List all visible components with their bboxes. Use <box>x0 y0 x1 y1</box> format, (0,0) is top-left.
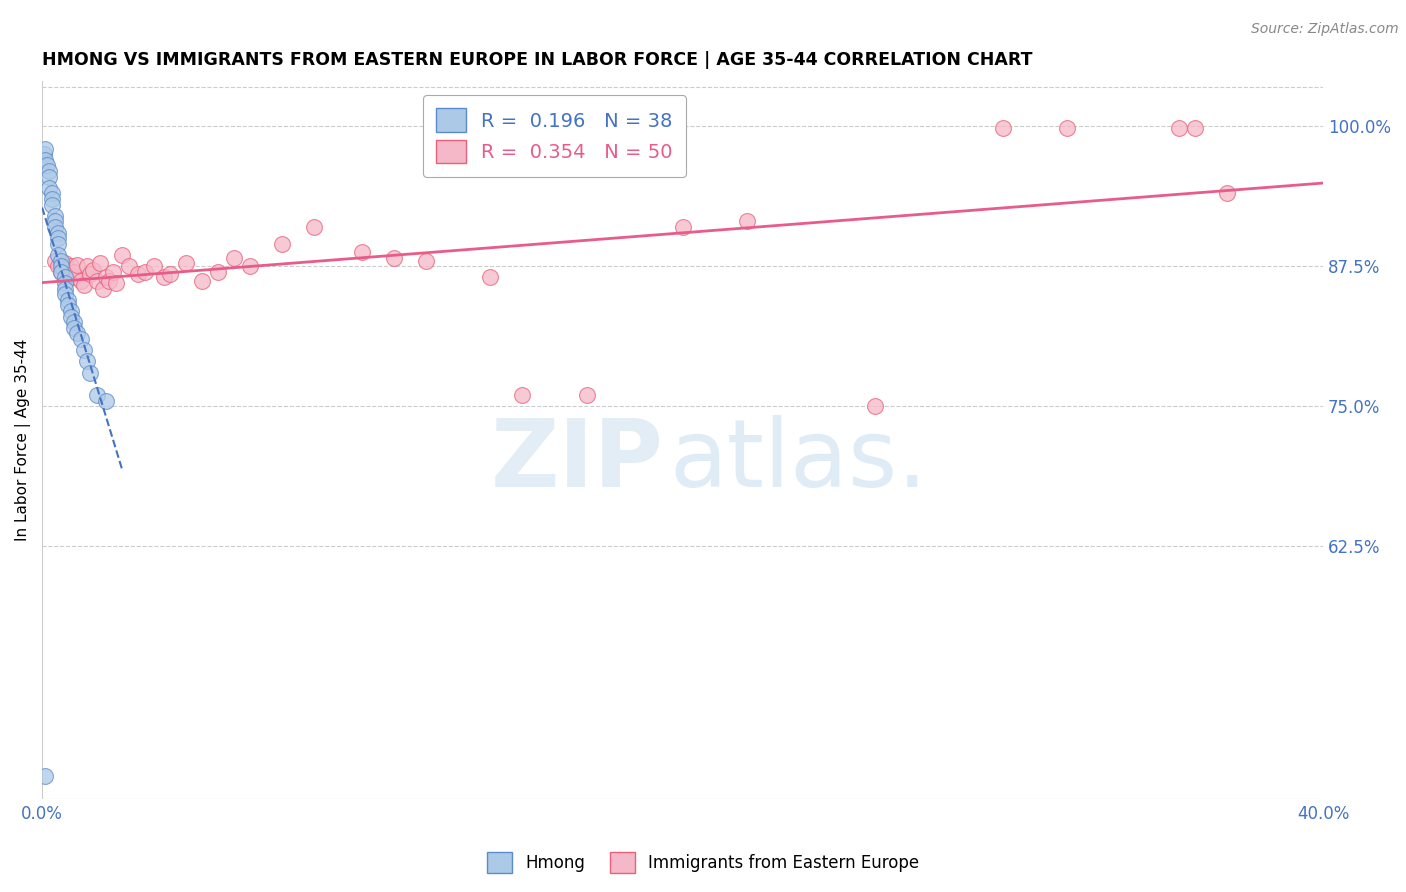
Point <box>56 267 79 281</box>
Y-axis label: In Labor Force | Age 35-44: In Labor Force | Age 35-44 <box>15 339 31 541</box>
Point <box>89 256 111 270</box>
Point <box>117 259 139 273</box>
Point <box>53 287 76 301</box>
Point <box>1216 186 1239 201</box>
Point <box>69 274 91 288</box>
Point <box>153 270 176 285</box>
Point <box>41 186 63 201</box>
Text: HMONG VS IMMIGRANTS FROM EASTERN EUROPE IN LABOR FORCE | AGE 35-44 CORRELATION C: HMONG VS IMMIGRANTS FROM EASTERN EUROPE … <box>42 51 1032 69</box>
Point <box>41 192 63 206</box>
Text: Source: ZipAtlas.com: Source: ZipAtlas.com <box>1251 22 1399 37</box>
Point <box>512 388 534 402</box>
Point <box>174 256 197 270</box>
Point <box>51 253 73 268</box>
Point <box>863 400 886 414</box>
Point <box>111 248 134 262</box>
Point <box>56 298 79 312</box>
Point <box>38 169 60 184</box>
Point <box>51 265 73 279</box>
Point <box>63 321 86 335</box>
Point <box>38 181 60 195</box>
Legend: R =  0.196   N = 38, R =  0.354   N = 50: R = 0.196 N = 38, R = 0.354 N = 50 <box>423 95 686 178</box>
Point <box>143 259 166 273</box>
Point <box>352 244 374 259</box>
Point <box>76 354 98 368</box>
Point <box>59 304 82 318</box>
Point <box>34 142 56 156</box>
Point <box>59 259 82 273</box>
Point <box>73 278 96 293</box>
Point <box>86 274 108 288</box>
Point <box>63 270 86 285</box>
Point <box>82 262 104 277</box>
Point <box>101 265 124 279</box>
Point <box>46 231 69 245</box>
Point <box>98 274 121 288</box>
Point <box>44 214 66 228</box>
Point <box>1184 121 1206 136</box>
Point <box>127 267 149 281</box>
Point <box>104 276 127 290</box>
Point <box>191 274 214 288</box>
Point <box>44 253 66 268</box>
Point <box>73 343 96 358</box>
Point <box>53 270 76 285</box>
Point <box>32 147 55 161</box>
Point <box>991 121 1014 136</box>
Point <box>1056 121 1078 136</box>
Point <box>53 282 76 296</box>
Text: atlas.: atlas. <box>669 416 928 508</box>
Point <box>56 293 79 307</box>
Point <box>735 214 758 228</box>
Point <box>79 366 101 380</box>
Point <box>1168 121 1191 136</box>
Text: ZIP: ZIP <box>491 416 664 508</box>
Point <box>96 270 118 285</box>
Point <box>41 197 63 211</box>
Point <box>46 259 69 273</box>
Point <box>53 276 76 290</box>
Point <box>51 259 73 273</box>
Point <box>76 259 98 273</box>
Point <box>304 220 326 235</box>
Point <box>66 258 89 272</box>
Point <box>66 326 89 341</box>
Point <box>44 209 66 223</box>
Point <box>239 259 262 273</box>
Point <box>79 267 101 281</box>
Legend: Hmong, Immigrants from Eastern Europe: Hmong, Immigrants from Eastern Europe <box>479 846 927 880</box>
Point <box>46 248 69 262</box>
Point <box>63 265 86 279</box>
Point <box>46 226 69 240</box>
Point <box>479 270 502 285</box>
Point <box>207 265 229 279</box>
Point <box>34 769 56 783</box>
Point <box>224 252 246 266</box>
Point <box>46 236 69 251</box>
Point <box>384 252 406 266</box>
Point <box>63 315 86 329</box>
Point <box>96 393 118 408</box>
Point <box>44 220 66 235</box>
Point <box>69 332 91 346</box>
Point <box>86 388 108 402</box>
Point <box>51 265 73 279</box>
Point <box>35 158 58 172</box>
Point <box>91 282 114 296</box>
Point <box>38 164 60 178</box>
Point <box>415 253 437 268</box>
Point <box>271 236 294 251</box>
Point <box>575 388 598 402</box>
Point <box>134 265 156 279</box>
Point <box>34 153 56 167</box>
Point <box>59 310 82 324</box>
Point <box>53 256 76 270</box>
Point <box>159 267 181 281</box>
Point <box>672 220 695 235</box>
Point <box>56 262 79 277</box>
